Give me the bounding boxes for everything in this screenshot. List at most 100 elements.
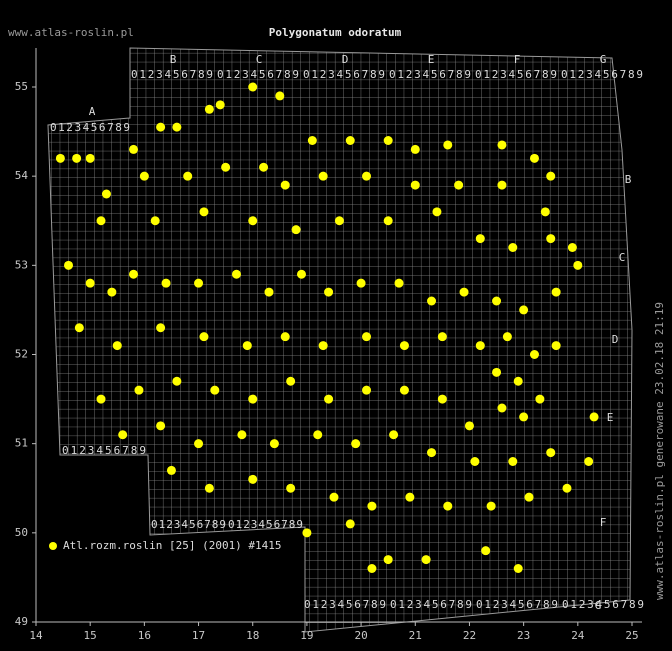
record-dot bbox=[107, 287, 117, 297]
record-dot bbox=[112, 341, 122, 351]
record-dot bbox=[345, 519, 355, 529]
record-dot bbox=[410, 144, 420, 154]
column-digits: 0123456789 bbox=[561, 68, 643, 81]
record-dot bbox=[318, 171, 328, 181]
record-dot bbox=[161, 278, 171, 288]
record-dot bbox=[573, 260, 583, 270]
record-dot bbox=[248, 216, 258, 226]
record-dot bbox=[383, 216, 393, 226]
record-dot bbox=[318, 341, 328, 351]
record-dot bbox=[221, 162, 231, 172]
y-tick-label: 50 bbox=[15, 526, 28, 539]
atlas-grid bbox=[47, 47, 633, 633]
record-dot bbox=[204, 483, 214, 493]
record-dot bbox=[513, 564, 523, 573]
record-dot bbox=[302, 528, 312, 538]
row-letter: G bbox=[595, 599, 602, 612]
column-digits: 0123456789 bbox=[562, 598, 644, 611]
record-dot bbox=[194, 439, 204, 449]
record-dot bbox=[475, 234, 485, 244]
record-dot bbox=[118, 430, 128, 440]
row-letter: C bbox=[619, 251, 626, 264]
record-dot bbox=[497, 140, 507, 150]
record-dot bbox=[269, 439, 279, 449]
record-dot bbox=[275, 91, 285, 101]
record-dot bbox=[502, 332, 512, 342]
record-dot bbox=[242, 341, 252, 351]
record-dot bbox=[199, 332, 209, 342]
x-tick-label: 17 bbox=[192, 629, 205, 642]
record-dot bbox=[470, 457, 480, 466]
record-dot bbox=[546, 448, 556, 458]
y-tick-label: 49 bbox=[15, 615, 28, 628]
x-tick-label: 22 bbox=[463, 629, 476, 642]
record-dot bbox=[383, 136, 393, 145]
record-dot bbox=[437, 394, 447, 404]
record-dot bbox=[139, 171, 149, 181]
row-letter: F bbox=[600, 516, 607, 529]
record-dot bbox=[437, 332, 447, 342]
row-letter: E bbox=[607, 411, 614, 424]
site-name: www.atlas-roslin.pl bbox=[8, 26, 134, 39]
record-dot bbox=[513, 376, 523, 386]
x-tick-label: 21 bbox=[409, 629, 422, 642]
column-letter: C bbox=[256, 53, 263, 66]
y-tick-label: 52 bbox=[15, 348, 28, 361]
record-dot bbox=[280, 332, 290, 342]
record-dot bbox=[264, 287, 274, 297]
record-dot bbox=[296, 269, 306, 279]
column-letter: F bbox=[514, 53, 521, 66]
column-letter: B bbox=[170, 53, 177, 66]
record-dot bbox=[362, 385, 372, 395]
x-tick-label: 18 bbox=[246, 629, 259, 642]
record-dot bbox=[74, 323, 84, 333]
record-dot bbox=[362, 171, 372, 181]
record-dot bbox=[432, 207, 442, 217]
record-dot bbox=[356, 278, 366, 288]
record-dot bbox=[291, 225, 301, 235]
record-dot bbox=[351, 439, 361, 449]
x-tick-label: 16 bbox=[138, 629, 151, 642]
record-dot bbox=[129, 269, 139, 279]
record-dot bbox=[546, 171, 556, 181]
record-dot bbox=[166, 465, 176, 475]
record-dot bbox=[540, 207, 550, 217]
record-dot bbox=[427, 448, 437, 458]
column-digits: 0123456789 bbox=[151, 518, 226, 531]
record-dot bbox=[399, 341, 409, 351]
column-digits: 0123456789 bbox=[304, 598, 386, 611]
record-dot bbox=[551, 341, 561, 351]
x-tick-label: 25 bbox=[625, 629, 638, 642]
record-dot bbox=[329, 492, 339, 502]
record-dot bbox=[172, 376, 182, 386]
generated-note: www.atlas-roslin.pl generowane 23.02.18 … bbox=[653, 302, 666, 600]
record-dot bbox=[427, 296, 437, 306]
record-dot bbox=[492, 296, 502, 306]
record-dot bbox=[156, 323, 166, 333]
record-dot bbox=[324, 287, 334, 297]
record-dot bbox=[519, 305, 529, 315]
x-tick-label: 14 bbox=[29, 629, 43, 642]
record-dot bbox=[394, 278, 404, 288]
record-dot bbox=[199, 207, 209, 217]
record-dot bbox=[383, 555, 393, 565]
record-dot bbox=[486, 501, 496, 511]
y-tick-label: 55 bbox=[15, 80, 28, 93]
record-dot bbox=[584, 457, 594, 466]
record-dot bbox=[96, 394, 106, 404]
record-dot bbox=[85, 278, 95, 288]
legend-dot bbox=[49, 542, 57, 550]
record-dot bbox=[101, 189, 111, 199]
y-tick-label: 53 bbox=[15, 258, 28, 271]
row-letter: B bbox=[625, 173, 632, 186]
record-dot bbox=[345, 136, 355, 145]
record-dot bbox=[172, 122, 182, 132]
record-dot bbox=[497, 180, 507, 190]
record-dot bbox=[334, 216, 344, 226]
record-dot bbox=[150, 216, 160, 226]
column-letter: G bbox=[600, 53, 607, 66]
record-dot bbox=[248, 394, 258, 404]
row-letter: D bbox=[612, 333, 619, 346]
column-digits: 0123456789 bbox=[475, 68, 557, 81]
record-dot bbox=[589, 412, 599, 422]
